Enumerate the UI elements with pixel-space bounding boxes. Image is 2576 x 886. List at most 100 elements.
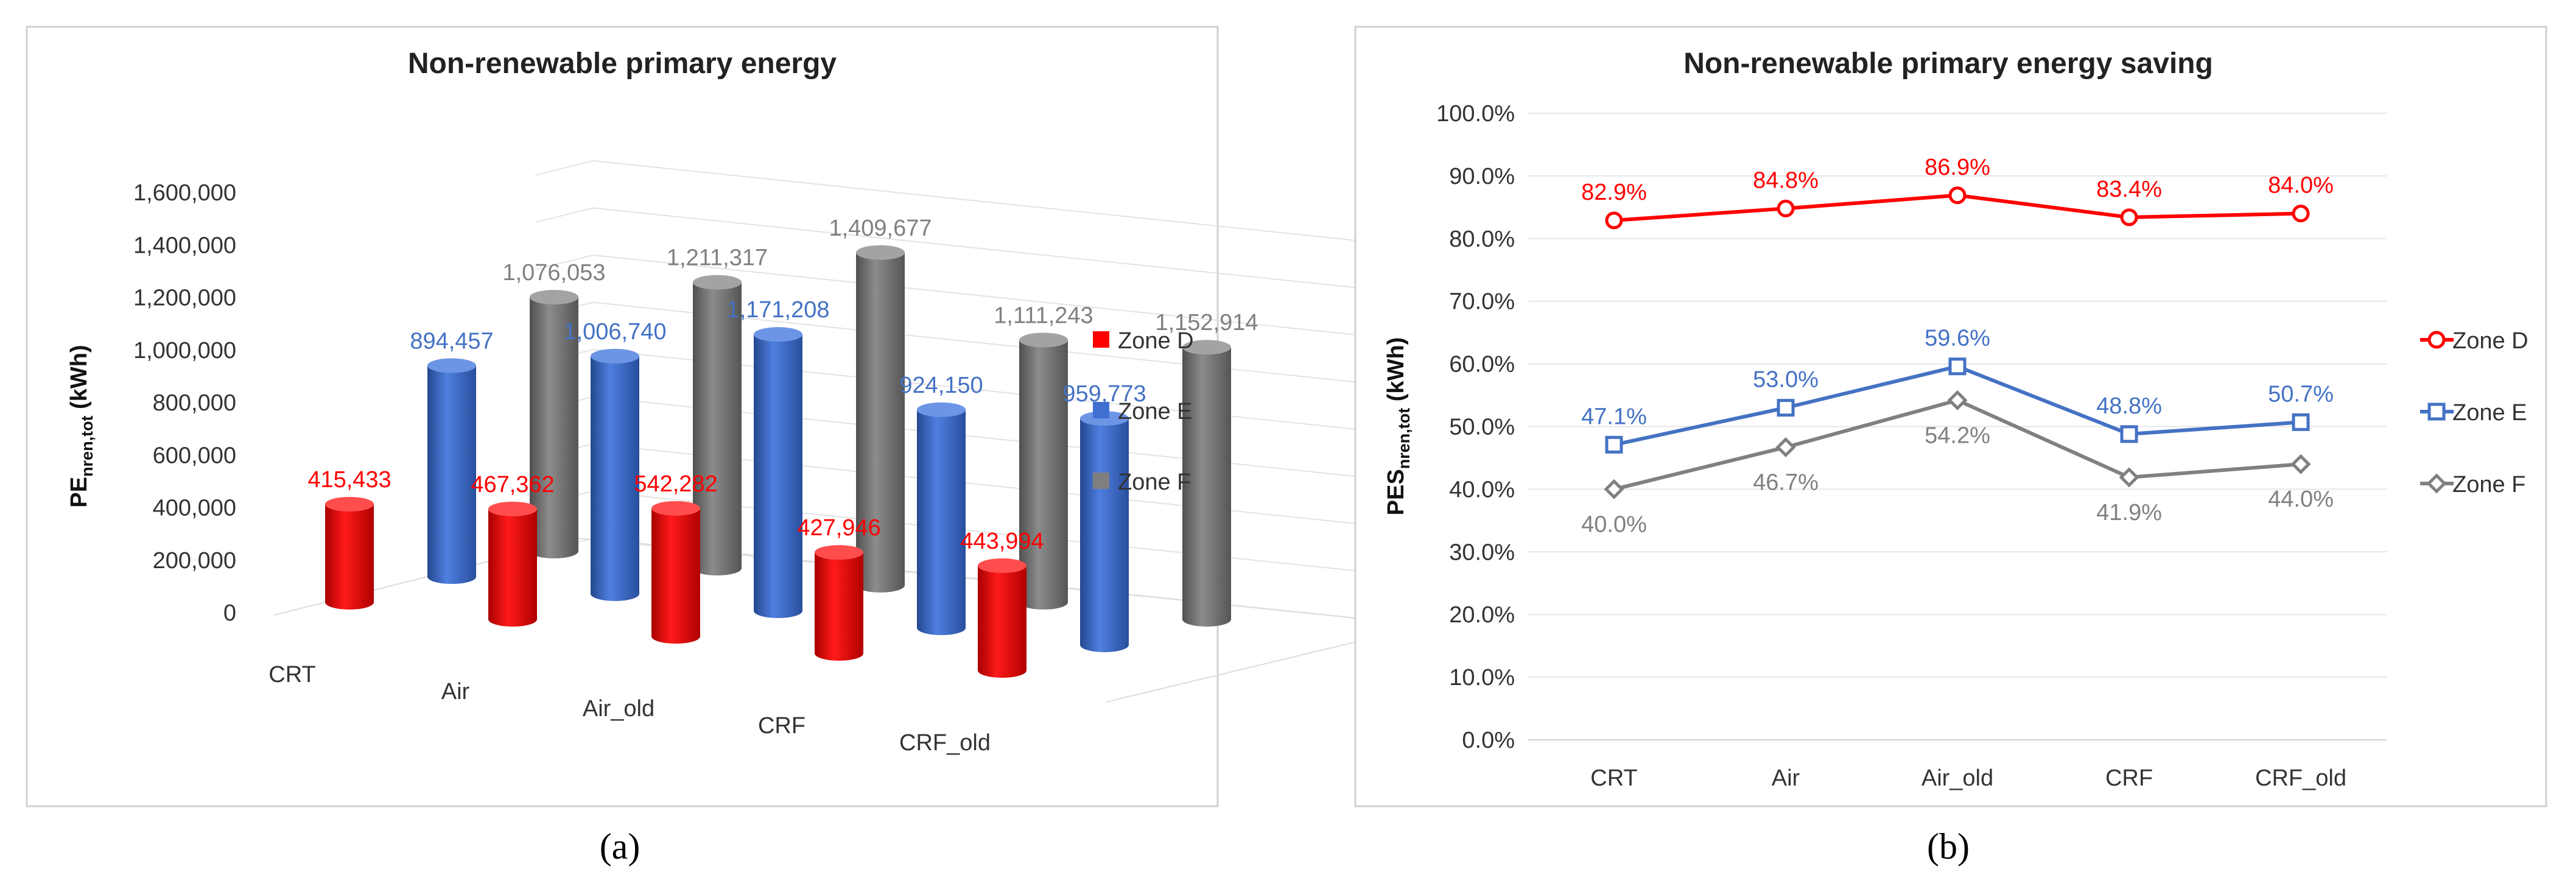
legend-b-label: Zone F: [2452, 472, 2525, 497]
bar-zone-d-crt: [325, 497, 374, 610]
bar-body: [488, 508, 537, 627]
label-zone-e-crf-old: 50.7%: [2268, 381, 2334, 407]
legend-a-zone-e-swatch: [1093, 402, 1109, 418]
chart-a-title: Non-renewable primary energy: [408, 47, 837, 80]
label-zone-d-crt: 415,433: [307, 467, 391, 493]
bar-top: [754, 327, 802, 342]
bar-top: [1080, 411, 1129, 426]
bar-body: [815, 552, 863, 661]
bar-body: [651, 508, 700, 644]
label-zone-e-air: 1,006,740: [563, 319, 666, 345]
point-zone-e-crf-old: [2292, 413, 2310, 431]
chart-b-y-axis-label: PESnren,tot (kWh): [1383, 337, 1413, 516]
chart-b-y-tick-10: 100.0%: [1436, 101, 1515, 127]
legend-a-zone-f-label: Zone F: [1118, 469, 1191, 495]
bar-top: [427, 358, 476, 373]
point-zone-d-crf: [2120, 208, 2138, 227]
chart-b-legend: Zone D Zone E Zone F: [2420, 328, 2529, 497]
bar-top: [1182, 340, 1231, 355]
chart-b-y-tick-2: 20.0%: [1449, 602, 1515, 628]
bar-top: [1019, 332, 1068, 348]
label-zone-d-crf: 83.4%: [2096, 177, 2162, 202]
chart-a-y-tick-5: 1,000,000: [133, 338, 236, 364]
label-zone-d-air: 467,362: [471, 472, 554, 497]
chart-a-y-tick-2: 400,000: [153, 496, 236, 521]
chart-b-title: Non-renewable primary energy saving: [1683, 47, 2213, 80]
point-zone-f-air: [1775, 437, 1796, 457]
label-zone-d-air-old: 86.9%: [1925, 155, 1990, 180]
bar-zone-f-air-old: [856, 245, 905, 593]
chart-b-y-tick-6: 60.0%: [1449, 352, 1515, 378]
label-zone-f-air: 1,211,317: [667, 245, 768, 271]
chart-a-x-tick-air-old: Air_old: [583, 696, 655, 722]
legend-b-marker: [2427, 331, 2446, 349]
bar-zone-f-crt: [530, 290, 578, 558]
chart-b-x-ticks: CRT Air Air_old CRF CRF_old: [1590, 765, 2346, 791]
bar-zone-e-air: [591, 348, 639, 601]
point-zone-f-crf-old: [2290, 454, 2311, 474]
caption-a: (a): [600, 826, 640, 867]
chart-b-y-tick-1: 10.0%: [1449, 665, 1515, 691]
label-zone-f-crt: 40.0%: [1581, 512, 1647, 537]
bar-body: [1182, 347, 1231, 627]
legend-a-zone-d-swatch: [1093, 331, 1109, 348]
legend-b-zone-e: Zone E: [2420, 400, 2527, 426]
label-zone-f-crt: 1,076,053: [502, 260, 605, 286]
bar-body: [530, 297, 578, 558]
label-zone-f-crf: 1,111,243: [994, 303, 1093, 328]
legend-a-zone-d: Zone D: [1093, 328, 1194, 354]
label-zone-f-air-old: 54.2%: [1925, 423, 1990, 448]
chart-b: Non-renewable primary energy saving 0.0%…: [1354, 26, 2547, 867]
chart-a-y-tick-3: 600,000: [153, 443, 236, 468]
legend-b-marker: [2427, 403, 2446, 421]
label-zone-e-air-old: 59.6%: [1925, 326, 1990, 351]
chart-a-y-tick-4: 800,000: [153, 390, 236, 416]
bar-body: [427, 365, 476, 584]
chart-b-x-tick-crf-old: CRF_old: [2255, 765, 2346, 791]
chart-a-gridline: [592, 255, 1425, 343]
chart-b-gridlines: [1528, 113, 2387, 740]
point-zone-f-air-old: [1947, 390, 1968, 410]
bar-zone-f-crf-old: [1182, 340, 1231, 627]
legend-a-zone-e: Zone E: [1093, 399, 1193, 424]
bar-zone-f-air: [693, 275, 742, 575]
chart-a-x-ticks: CRT Air Air_old CRF CRF_old: [268, 662, 991, 756]
point-zone-d-air-old: [1948, 186, 1967, 205]
label-zone-e-air: 53.0%: [1753, 367, 1819, 393]
label-zone-f-crf-old: 1,152,914: [1155, 310, 1258, 336]
bar-top: [530, 290, 578, 305]
label-zone-f-air: 46.7%: [1753, 469, 1819, 495]
label-zone-d-crt: 82.9%: [1581, 180, 1647, 205]
chart-a-x-tick-crf-old: CRF_old: [899, 730, 991, 756]
bar-zone-d-air: [488, 501, 537, 627]
label-zone-f-crf-old: 44.0%: [2268, 487, 2334, 512]
chart-b-frame: [1354, 26, 2547, 807]
point-zone-e-crt: [1605, 435, 1623, 454]
chart-b-y-tick-5: 50.0%: [1449, 415, 1515, 440]
bar-zone-e-air-old: [754, 327, 802, 618]
bar-body: [856, 252, 905, 593]
bar-body: [1080, 418, 1129, 652]
bar-zone-e-crf: [917, 402, 966, 635]
label-zone-d-air: 84.8%: [1753, 167, 1819, 193]
bar-body: [325, 504, 374, 610]
chart-a-x-tick-crf: CRF: [758, 713, 805, 739]
point-zone-f-crf: [2119, 467, 2139, 488]
legend-b-label: Zone D: [2452, 328, 2529, 354]
bar-body: [1019, 340, 1068, 610]
point-zone-f-crt: [1604, 479, 1624, 499]
legend-b-zone-f: Zone F: [2420, 472, 2525, 497]
chart-b-x-tick-air: Air: [1772, 765, 1800, 791]
bar-zone-e-crt: [427, 358, 476, 584]
bar-top: [815, 545, 863, 560]
bar-zone-f-crf: [1019, 332, 1068, 610]
chart-a: Non-renewable primary energy 0 200,000 400…: [26, 26, 1426, 867]
bar-top: [917, 402, 966, 417]
series-zone-f: 40.0% 46.7% 54.2% 41.9% 44.0%: [1581, 390, 2334, 537]
chart-b-y-tick-8: 80.0%: [1449, 227, 1515, 252]
legend-b-zone-d: Zone D: [2420, 328, 2529, 354]
chart-a-side-gridline: [535, 160, 594, 176]
chart-a-y-tick-0: 0: [223, 600, 236, 626]
legend-a-zone-f: Zone F: [1093, 469, 1191, 495]
